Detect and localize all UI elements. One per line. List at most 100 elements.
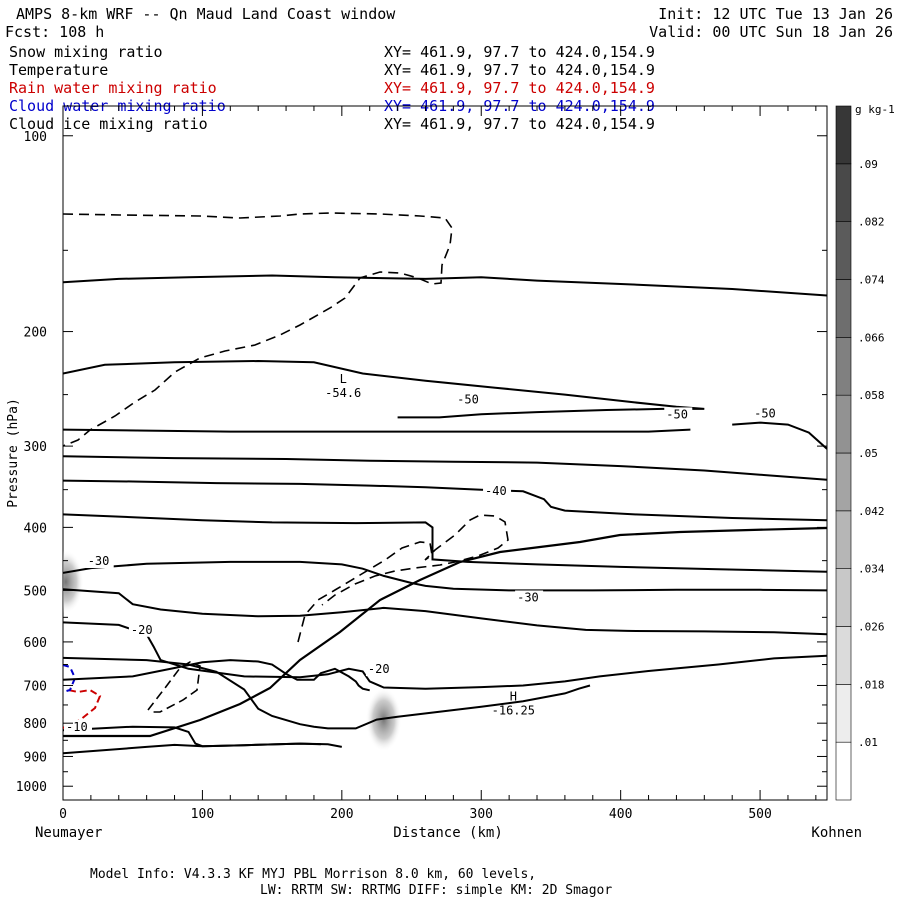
colorbar-swatch [835,626,852,685]
temperature-isotherm [732,421,827,450]
x-axis-label: Distance (km) [393,825,503,841]
contour-labels: -50 -50 -50 -40 -30 -30 -20 -20 -10 [64,392,781,734]
cloud-water-mixing-ratio-contour [63,664,77,693]
contour-label: -50 [666,407,688,421]
contour-label: -50 [457,393,479,407]
field-xy-range: XY= 461.9, 97.7 to 424.0,154.9 [384,115,655,133]
colorbar-swatch [835,221,852,280]
y-tick-label: 700 [24,679,47,694]
temperature-isotherm [63,560,827,592]
valid-time: Valid: 00 UTC Sun 18 Jan 26 [649,23,893,41]
colorbar-level-label: .026 [858,621,885,634]
x-tick-label: 300 [470,807,493,822]
temperature-isotherm [63,359,705,419]
y-tick-label: 200 [24,326,47,341]
temperature-isotherm [63,479,827,522]
field-xy-range: XY= 461.9, 97.7 to 424.0,154.9 [384,79,655,97]
distance-axis: 0 100 200 300 400 500 [59,106,817,822]
colorbar-level-label: .09 [858,158,878,171]
contour-label-bg [128,622,157,637]
contour-label-bg [455,392,484,407]
colorbar-unit: g kg-1 [855,103,895,116]
extrema-markers: L-54.6 H-16.25 [325,372,535,717]
init-time: Init: 12 UTC Tue 13 Jan 26 [658,5,893,23]
colorbar-level-label: .058 [858,389,885,402]
colorbar-level-label: .074 [858,274,885,287]
colorbar-swatch [835,337,852,396]
pressure-axis: 100 200 300 400 500 600 700 800 900 1000 [16,130,827,801]
extremum-symbol: L [340,372,347,386]
cloud-ice-region [63,549,84,614]
colorbar-swatch [835,394,852,454]
field-xy-range: XY= 461.9, 97.7 to 424.0,154.9 [384,61,655,79]
contour-label: -40 [485,484,507,498]
x-start-location: Neumayer [35,825,102,841]
contour-label: -50 [754,406,776,420]
extremum-value: -16.25 [492,704,535,718]
y-tick-label: 500 [24,584,47,599]
contour-label: -30 [88,554,110,568]
colorbar-level-label: .042 [858,505,885,518]
x-tick-label: 0 [59,807,67,822]
contour-label-bg [483,484,512,499]
field-name: Snow mixing ratio [9,43,163,61]
extremum-value: -54.6 [325,386,361,400]
snow-mixing-ratio-contour [147,661,201,713]
rain-water-mixing-ratio-contour [63,688,102,729]
y-tick-label: 900 [24,750,47,765]
colorbar-swatch [835,510,852,569]
x-tick-label: 400 [609,807,632,822]
contour-label: -30 [517,590,539,604]
model-physics: LW: RRTM SW: RRTMG DIFF: simple KM: 2D S… [260,883,612,898]
x-tick-label: 100 [191,807,214,822]
chart-title: AMPS 8-km WRF -- Qn Maud Land Coast wind… [16,5,396,23]
field-name: Temperature [9,61,108,79]
contour-label-bg [664,407,693,422]
x-tick-label: 500 [748,807,771,822]
temperature-isotherm [63,513,827,573]
x-end-location: Kohnen [811,825,862,841]
colorbar-swatch [835,105,852,165]
y-axis-label: Pressure (hPa) [6,398,21,508]
field-name: Cloud ice mixing ratio [9,115,208,133]
contour-label-bg [515,590,544,605]
field-name: Rain water mixing ratio [9,79,217,97]
colorbar-swatch [835,741,852,801]
y-tick-label: 400 [24,521,47,536]
temperature-isotherm [63,274,827,297]
temperature-isotherm [63,621,827,690]
temperature-isotherm [63,455,827,481]
colorbar-swatch [835,452,852,512]
plot-frame [62,105,828,801]
model-info: Model Info: V4.3.3 KF MYJ PBL Morrison 8… [90,867,536,882]
temperature-isotherm [63,742,321,755]
y-tick-label: 1000 [16,780,47,795]
temperature-isotherm [63,588,827,636]
y-tick-label: 100 [24,130,47,145]
colorbar-swatch [835,568,852,627]
temperature-isotherm [63,659,370,692]
y-tick-label: 800 [24,717,47,732]
colorbar-swatch [835,684,852,743]
y-tick-label: 300 [24,440,47,455]
terrain-surface [63,526,827,738]
snow-mixing-ratio-contour [63,212,453,447]
colorbar-level-label: .05 [858,447,878,460]
colorbar-swatch [835,163,852,222]
temperature-isotherm [63,428,691,433]
colorbar-level-label: .01 [858,736,878,749]
colorbar-level-label: .018 [858,678,885,691]
forecast-hour: Fcst: 108 h [5,23,104,41]
contour-label: -20 [368,662,390,676]
snow-mixing-ratio-contour [297,514,509,643]
colorbar-level-label: .066 [858,331,885,344]
colorbar-level-label: .034 [858,563,885,576]
colorbar-swatch [835,279,852,338]
temperature-isotherm [63,656,591,730]
contour-label: -20 [131,623,153,637]
field-xy-range: XY= 461.9, 97.7 to 424.0,154.9 [384,43,655,61]
contour-label: -10 [66,720,88,734]
contour-label-bg [85,554,114,569]
contour-label-bg [752,406,781,421]
